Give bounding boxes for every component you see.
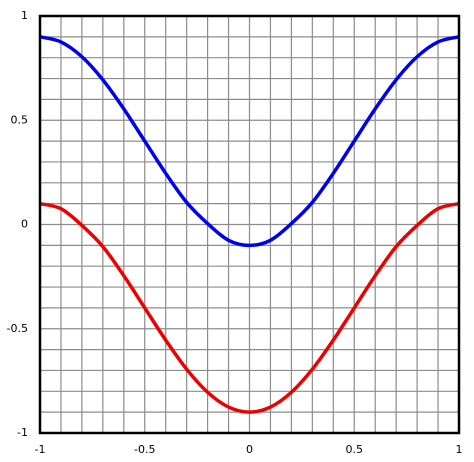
x-tick-label: 0.5 bbox=[346, 443, 364, 456]
line-series bbox=[39, 201, 460, 414]
plot-frame bbox=[38, 14, 461, 435]
x-tick-label: 0 bbox=[246, 443, 253, 456]
tick-labels: -1 -0.5 0 0.5 1 -1 -0.5 0 0.5 1 bbox=[7, 9, 463, 456]
x-tick-label: -0.5 bbox=[134, 443, 155, 456]
y-tick-label: -0.5 bbox=[7, 322, 28, 335]
x-tick-label: -1 bbox=[35, 443, 46, 456]
y-tick-label: 0 bbox=[21, 218, 28, 231]
x-tick-label: 1 bbox=[456, 443, 463, 456]
y-tick-label: -1 bbox=[17, 426, 28, 439]
y-tick-label: 1 bbox=[21, 9, 28, 22]
plot-lines bbox=[39, 35, 460, 414]
y-tick-label: 0.5 bbox=[11, 113, 29, 126]
line-series bbox=[39, 35, 460, 248]
